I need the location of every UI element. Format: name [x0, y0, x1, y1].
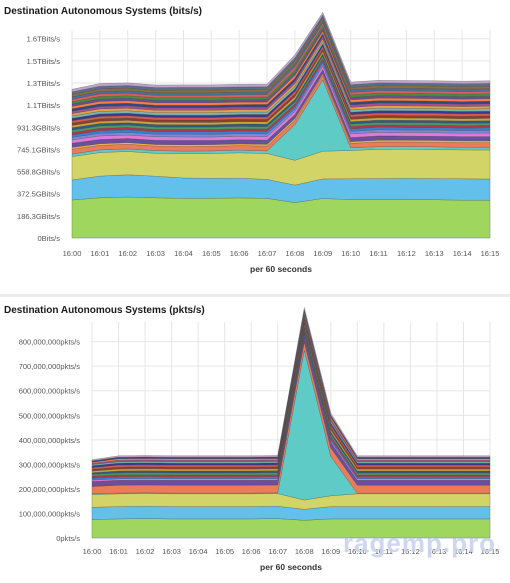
y-tick-label: 800,000,000pkts/s [19, 338, 81, 347]
x-tick-label: 16:04 [189, 547, 208, 556]
x-tick-label: 16:06 [230, 249, 249, 258]
y-tick-label: 400,000,000pkts/s [19, 436, 81, 445]
series-area-1 [91, 506, 491, 521]
y-tick-label: 500,000,000pkts/s [19, 411, 81, 420]
y-tick-label: 1.5TBits/s [27, 57, 61, 66]
x-tick-label: 16:12 [397, 249, 416, 258]
series-area-19 [91, 307, 491, 462]
x-tick-label: 16:10 [348, 547, 367, 556]
x-tick-label: 16:05 [202, 249, 221, 258]
pkts-chart-panel: Destination Autonomous Systems (pkts/s) … [0, 294, 510, 583]
x-axis-label: per 60 seconds [250, 264, 312, 274]
x-tick-label: 16:01 [109, 547, 128, 556]
x-tick-label: 16:00 [63, 249, 82, 258]
y-tick-label: 1.1TBits/s [27, 101, 61, 110]
x-tick-label: 16:02 [118, 249, 137, 258]
x-tick-label: 16:13 [428, 547, 447, 556]
x-tick-label: 16:04 [174, 249, 193, 258]
x-tick-label: 16:08 [286, 249, 305, 258]
bits-chart-panel: Destination Autonomous Systems (bits/s) … [0, 0, 510, 290]
y-tick-label: 700,000,000pkts/s [19, 362, 81, 371]
x-axis-label: per 60 seconds [260, 562, 322, 572]
x-tick-label: 16:09 [313, 249, 332, 258]
y-tick-label: 600,000,000pkts/s [19, 387, 81, 396]
y-tick-label: 200,000,000pkts/s [19, 485, 81, 494]
y-tick-label: 1.6TBits/s [27, 35, 61, 44]
panel-title: Destination Autonomous Systems (bits/s) [4, 6, 202, 17]
x-tick-label: 16:05 [215, 547, 234, 556]
series-area-0 [71, 196, 491, 239]
y-tick-label: 0Bits/s [37, 234, 60, 243]
x-tick-label: 16:11 [375, 547, 393, 556]
x-tick-label: 16:03 [162, 547, 181, 556]
x-tick-label: 16:15 [481, 249, 500, 258]
x-tick-label: 16:00 [83, 547, 102, 556]
x-tick-label: 16:14 [454, 547, 473, 556]
x-tick-label: 16:14 [453, 249, 472, 258]
x-tick-label: 16:03 [146, 249, 165, 258]
y-tick-label: 0pkts/s [56, 534, 80, 543]
x-tick-label: 16:02 [136, 547, 155, 556]
x-tick-label: 16:08 [295, 547, 314, 556]
y-tick-label: 1.3TBits/s [27, 79, 61, 88]
x-tick-label: 16:10 [341, 249, 360, 258]
y-tick-label: 100,000,000pkts/s [19, 509, 81, 518]
panel-title: Destination Autonomous Systems (pkts/s) [4, 305, 205, 316]
x-tick-label: 16:07 [258, 249, 277, 258]
x-tick-label: 16:15 [481, 547, 500, 556]
x-tick-label: 16:01 [90, 249, 109, 258]
y-tick-label: 300,000,000pkts/s [19, 460, 81, 469]
x-tick-label: 16:07 [268, 547, 287, 556]
x-tick-label: 16:06 [242, 547, 261, 556]
x-tick-label: 16:12 [401, 547, 420, 556]
y-tick-label: 558.8GBits/s [17, 168, 60, 177]
y-tick-label: 186.3GBits/s [17, 212, 60, 221]
series-area-28 [71, 11, 491, 93]
bits-area-chart: 0Bits/s 186.3GBits/s 372.5GBits/s 558.8GBit… [17, 11, 500, 274]
x-tick-label: 16:09 [321, 547, 340, 556]
watermark-text: ragemp.pro [342, 528, 496, 558]
pkts-area-chart: 0pkts/s 100,000,000pkts/s 200,000,000pkts/… [19, 307, 500, 572]
y-tick-label: 745.1GBits/s [17, 145, 60, 154]
x-tick-label: 16:11 [369, 249, 387, 258]
y-tick-label: 931.3GBits/s [17, 123, 60, 132]
x-tick-label: 16:13 [425, 249, 444, 258]
y-tick-label: 372.5GBits/s [17, 190, 60, 199]
